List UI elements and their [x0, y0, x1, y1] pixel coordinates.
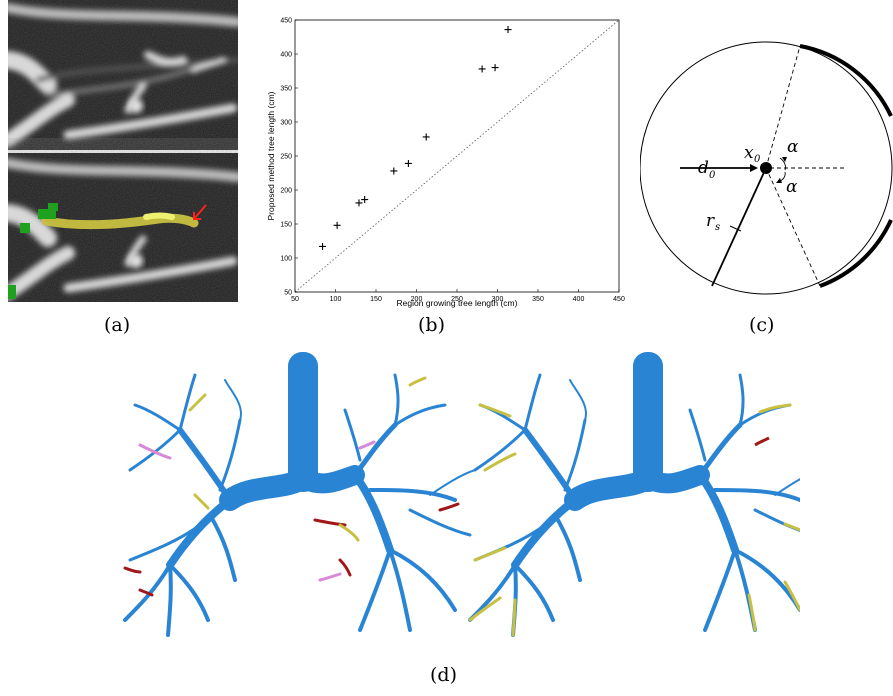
data-point: [478, 65, 486, 73]
y-tick-label: 400: [280, 52, 292, 59]
svg-text:x: x: [744, 143, 754, 163]
ct-image-top: [8, 0, 238, 150]
reference-line: [294, 19, 620, 293]
arc-lower: [819, 219, 893, 288]
x-tick-label: 200: [411, 296, 423, 303]
arc-upper: [799, 44, 893, 117]
label-d-sub: 0: [709, 170, 716, 181]
radius-line: [711, 167, 767, 287]
label-alpha-bottom: α: [786, 177, 798, 197]
x-tick-label: 350: [532, 296, 544, 303]
panel-a-ct-images: [8, 0, 238, 302]
x-axis-label: Region growing tree length (cm): [397, 298, 518, 308]
data-point: [504, 26, 512, 34]
x-tick-label: 300: [492, 296, 504, 303]
label-alpha-top: α: [787, 137, 799, 157]
y-tick-label: 250: [280, 154, 292, 161]
panel-c-diagram: d 0 x 0 α α r s: [640, 41, 893, 295]
x-tick-label: 450: [613, 296, 625, 303]
x-tick-label: 100: [330, 296, 342, 303]
caption-a: (a): [104, 314, 131, 336]
y-tick-label: 50: [284, 290, 292, 297]
x-tick-label: 400: [573, 296, 585, 303]
x-tick-label: 250: [451, 296, 463, 303]
seed-region: [8, 203, 58, 299]
dashed-line-upper: [765, 45, 801, 169]
x-tick-label: 50: [291, 296, 299, 303]
data-point: [390, 167, 398, 175]
angle-arc-bottom: [779, 171, 786, 182]
svg-text:d: d: [698, 158, 709, 178]
caption-c: (c): [749, 314, 775, 336]
y-tick-label: 350: [280, 86, 292, 93]
caption-d: (d): [430, 664, 457, 686]
label-x: x: [744, 143, 754, 163]
y-tick-label: 150: [280, 222, 292, 229]
data-point: [404, 159, 412, 167]
label-d: d: [698, 158, 709, 178]
red-arrow: [193, 204, 207, 220]
search-circle: [640, 41, 893, 295]
label-r-sub: s: [715, 222, 720, 233]
y-axis-label: Proposed method tree length (cm): [266, 91, 276, 220]
airway-tree-right: [470, 352, 800, 635]
y-tick-label: 100: [280, 256, 292, 263]
y-tick-label: 300: [280, 120, 292, 127]
data-point: [355, 199, 363, 207]
x-tick-label: 150: [370, 296, 382, 303]
svg-text:r: r: [706, 211, 715, 231]
segmented-airway: [41, 213, 199, 230]
y-tick-label: 200: [280, 188, 292, 195]
ct-image-bottom: [8, 153, 238, 302]
data-point: [422, 133, 430, 141]
label-r: r: [706, 211, 715, 231]
panel-b-scatter-chart: 50 100 150 200 250 300 350 400 450 50 100 150 200 25…: [266, 18, 625, 309]
panel-d-airway-trees: [110, 350, 800, 650]
caption-b: (b): [418, 314, 445, 336]
angle-arc-top: [779, 157, 786, 171]
data-point: [319, 242, 327, 250]
dashed-line-lower: [765, 167, 821, 287]
data-point: [361, 196, 369, 204]
label-x-sub: 0: [754, 154, 761, 165]
data-point: [491, 64, 499, 72]
y-tick-label: 450: [280, 18, 292, 25]
airway-tree-left: [125, 352, 475, 635]
data-point: [333, 221, 341, 229]
